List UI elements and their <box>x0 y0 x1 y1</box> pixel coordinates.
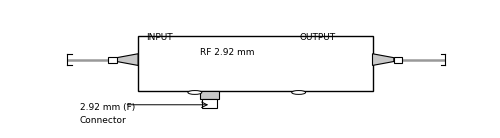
Bar <box>200 91 219 99</box>
Bar <box>394 57 402 63</box>
Circle shape <box>188 91 202 94</box>
Text: 2.92 mm (F)
Connector: 2.92 mm (F) Connector <box>80 103 135 124</box>
Bar <box>108 57 117 63</box>
Text: OUTPUT: OUTPUT <box>300 33 336 42</box>
Text: RF 2.92 mm: RF 2.92 mm <box>200 48 254 57</box>
Text: INPUT: INPUT <box>146 33 172 42</box>
Polygon shape <box>372 54 394 65</box>
Polygon shape <box>117 54 138 65</box>
Bar <box>138 36 372 91</box>
Bar <box>202 99 217 108</box>
Circle shape <box>292 91 306 94</box>
